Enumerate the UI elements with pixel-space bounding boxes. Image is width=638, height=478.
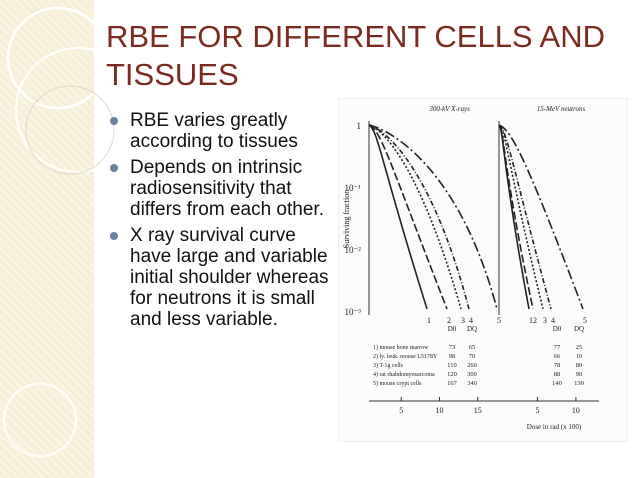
y-axis-label: Surviving fraction <box>342 190 351 248</box>
table-header: DQ <box>574 325 584 333</box>
table-header: DQ <box>467 325 477 333</box>
y-tick-label: 1 <box>357 121 362 131</box>
table-cell: 130 <box>574 380 584 387</box>
bullet-text: Depends on intrinsic radiosensitivity th… <box>130 157 324 220</box>
table-cell: 167 <box>447 380 458 387</box>
x-tick-label: 10 <box>435 406 443 415</box>
table-header: D0 <box>448 325 457 333</box>
table-cell: 10 <box>576 353 583 360</box>
decorative-rings <box>3 6 141 457</box>
table-cell: 140 <box>552 380 562 387</box>
curve-label: 1 <box>529 316 533 325</box>
bullet-dot-icon <box>110 232 118 240</box>
bullet-dot-icon <box>110 117 118 125</box>
table-cell: 300 <box>467 371 477 378</box>
table-row-label: 3) T-1g cells <box>373 362 404 369</box>
curve-label: 5 <box>583 316 587 325</box>
table-cell: 88 <box>554 371 561 378</box>
table-cell: 90 <box>576 371 583 378</box>
curve-label: 3 <box>543 316 547 325</box>
bullet-text: RBE varies greatly according to tissues <box>130 110 298 152</box>
bullet-list: RBE varies greatly according to tissues … <box>106 110 336 335</box>
bullet-item: RBE varies greatly according to tissues <box>106 110 336 152</box>
x-tick-label: 5 <box>535 406 539 415</box>
table-cell: 120 <box>447 371 457 378</box>
survival-curve <box>368 124 428 310</box>
table-row-label: 4) rat rhabdomyosarcoma <box>373 371 435 378</box>
table-row-label: 1) mouse bone marrow <box>373 344 429 351</box>
y-tick-label: 10⁻² <box>345 245 362 255</box>
curve-label: 4 <box>469 316 473 325</box>
curve-label: 2 <box>447 316 451 325</box>
table-row-label: 2) ly. leuk. mouse L5178Y <box>373 353 438 360</box>
table-cell: 70 <box>469 353 476 360</box>
table-cell: 73 <box>449 344 456 351</box>
survival-curves-chart: Surviving fraction 1 10⁻¹ 10⁻² 10⁻³ 300-kV X-… <box>342 105 599 431</box>
survival-curves-figure: Surviving fraction 1 10⁻¹ 10⁻² 10⁻³ 300-kV X-… <box>338 98 628 442</box>
curve-label: 2 <box>533 316 537 325</box>
curve-label: 4 <box>551 316 555 325</box>
table-row-label: 5) mouse crypt cells <box>373 380 422 387</box>
panel-title: 300-kV X-rays <box>428 105 470 113</box>
survival-curve <box>368 124 470 310</box>
curve-label: 3 <box>461 316 465 325</box>
table-cell: 25 <box>576 344 583 351</box>
x-axis-label: Dose in rad (x 100) <box>527 423 582 431</box>
table-cell: 66 <box>554 353 561 360</box>
y-tick-label: 10⁻¹ <box>345 183 362 193</box>
bullet-text: X ray survival curve have large and vari… <box>130 225 329 330</box>
table-cell: 260 <box>467 362 477 369</box>
table-cell: 77 <box>554 344 561 351</box>
table-header: D0 <box>553 325 562 333</box>
curve-label: 1 <box>427 316 431 325</box>
slide-title: RBE FOR DIFFERENT CELLS AND TISSUES <box>106 19 605 92</box>
survival-curve <box>498 124 584 310</box>
survival-curve <box>498 124 544 310</box>
survival-curve <box>368 124 448 310</box>
curve-label: 5 <box>497 316 501 325</box>
bullet-item: Depends on intrinsic radiosensitivity th… <box>106 157 336 220</box>
table-cell: 340 <box>467 380 477 387</box>
table-cell: 80 <box>576 362 583 369</box>
table-cell: 65 <box>469 344 476 351</box>
x-tick-label: 10 <box>572 406 580 415</box>
table-cell: 78 <box>554 362 561 369</box>
decorative-background-band <box>0 0 94 478</box>
table-cell: 98 <box>449 353 456 360</box>
survival-curve <box>498 124 530 310</box>
panel-title: 15-MeV neutrons <box>537 105 586 113</box>
x-tick-label: 5 <box>399 406 403 415</box>
survival-curve <box>368 124 498 310</box>
y-tick-label: 10⁻³ <box>345 307 362 317</box>
bullet-item: X ray survival curve have large and vari… <box>106 225 336 330</box>
survival-curve <box>498 124 552 310</box>
table-cell: 110 <box>447 362 457 369</box>
x-tick-label: 15 <box>474 406 482 415</box>
bullet-dot-icon <box>110 164 118 172</box>
